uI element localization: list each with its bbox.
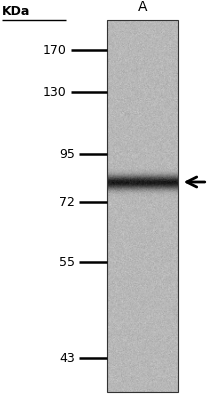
Text: 55: 55 (59, 256, 75, 268)
Bar (107, 20, 178, 392)
Text: 72: 72 (59, 196, 75, 208)
Text: 43: 43 (59, 352, 75, 364)
Text: 170: 170 (42, 44, 66, 56)
Text: 95: 95 (59, 148, 75, 160)
Text: 130: 130 (43, 86, 66, 98)
Text: KDa: KDa (2, 5, 31, 18)
Text: A: A (138, 0, 147, 14)
